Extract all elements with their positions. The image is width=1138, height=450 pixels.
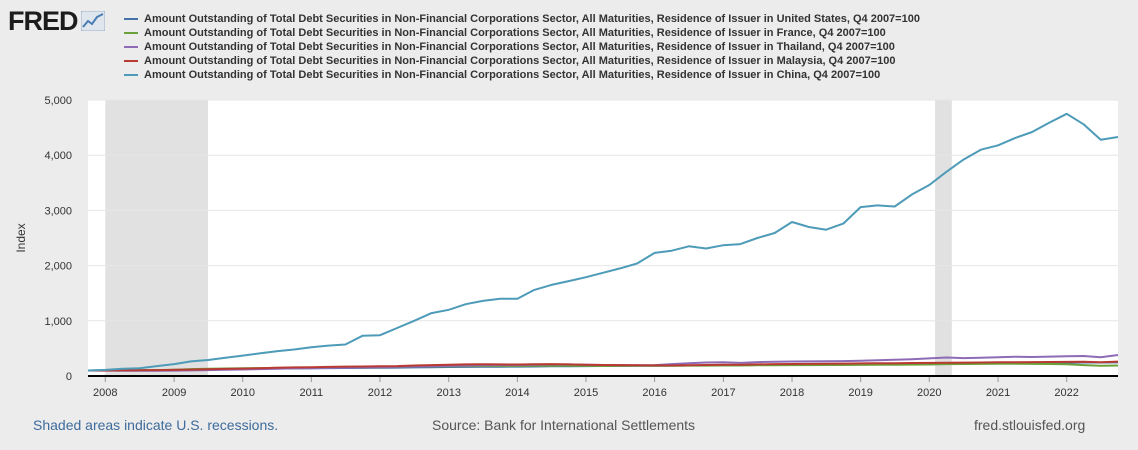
x-tick-label: 2013 (437, 387, 461, 399)
recession-band (105, 100, 208, 376)
site-link[interactable]: fred.stlouisfed.org (974, 417, 1086, 433)
legend-swatch (124, 74, 138, 76)
legend-label: Amount Outstanding of Total Debt Securit… (144, 55, 896, 67)
x-tick-label: 2021 (986, 387, 1010, 399)
legend-item[interactable]: Amount Outstanding of Total Debt Securit… (124, 40, 920, 54)
x-tick-label: 2015 (574, 387, 598, 399)
y-tick-label: 5,000 (44, 95, 72, 107)
x-tick-label: 2011 (300, 387, 324, 399)
y-tick-label: 3,000 (44, 205, 72, 217)
legend-swatch (124, 60, 138, 62)
y-tick-label: 2,000 (44, 261, 72, 273)
x-tick-label: 2008 (93, 387, 117, 399)
series-line (87, 112, 1119, 372)
series-line (88, 360, 1119, 372)
legend-label: Amount Outstanding of Total Debt Securit… (144, 69, 881, 81)
x-tick-label: 2019 (848, 387, 872, 399)
legend-item[interactable]: Amount Outstanding of Total Debt Securit… (124, 12, 920, 26)
x-tick-label: 2020 (917, 387, 941, 399)
legend-label: Amount Outstanding of Total Debt Securit… (144, 41, 895, 53)
x-tick-label: 2009 (162, 387, 186, 399)
fred-logo[interactable]: FRED (8, 6, 105, 36)
x-tick-label: 2016 (642, 387, 666, 399)
recession-note: Shaded areas indicate U.S. recessions. (33, 417, 279, 433)
recession-band (935, 100, 952, 376)
legend-swatch (124, 32, 138, 34)
legend-label: Amount Outstanding of Total Debt Securit… (144, 13, 920, 25)
x-tick-label: 2014 (505, 387, 529, 399)
y-tick-label: 1,000 (44, 316, 72, 328)
x-tick-label: 2018 (780, 387, 804, 399)
legend-label: Amount Outstanding of Total Debt Securit… (144, 27, 886, 39)
legend-item[interactable]: Amount Outstanding of Total Debt Securit… (124, 54, 920, 68)
x-tick-label: 2010 (230, 387, 254, 399)
legend-item[interactable]: Amount Outstanding of Total Debt Securit… (124, 26, 920, 40)
logo-text: FRED (8, 5, 78, 36)
y-tick-label: 4,000 (44, 150, 72, 162)
fred-chart-icon (80, 11, 105, 31)
x-tick-label: 2022 (1054, 387, 1078, 399)
y-tick-label: 0 (66, 371, 72, 383)
plot-area (88, 100, 1118, 376)
y-axis-label: Index (14, 223, 28, 252)
x-tick-label: 2017 (711, 387, 735, 399)
legend-item[interactable]: Amount Outstanding of Total Debt Securit… (124, 68, 920, 82)
legend-swatch (124, 46, 138, 48)
legend-swatch (124, 18, 138, 20)
x-tick-label: 2012 (368, 387, 392, 399)
source-note: Source: Bank for International Settlemen… (432, 417, 696, 433)
line-chart: 0 1,000 2,000 3,000 4,000 5,000 Index 2008 2009 2… (14, 95, 1119, 399)
chart-legend: Amount Outstanding of Total Debt Securit… (124, 12, 920, 82)
